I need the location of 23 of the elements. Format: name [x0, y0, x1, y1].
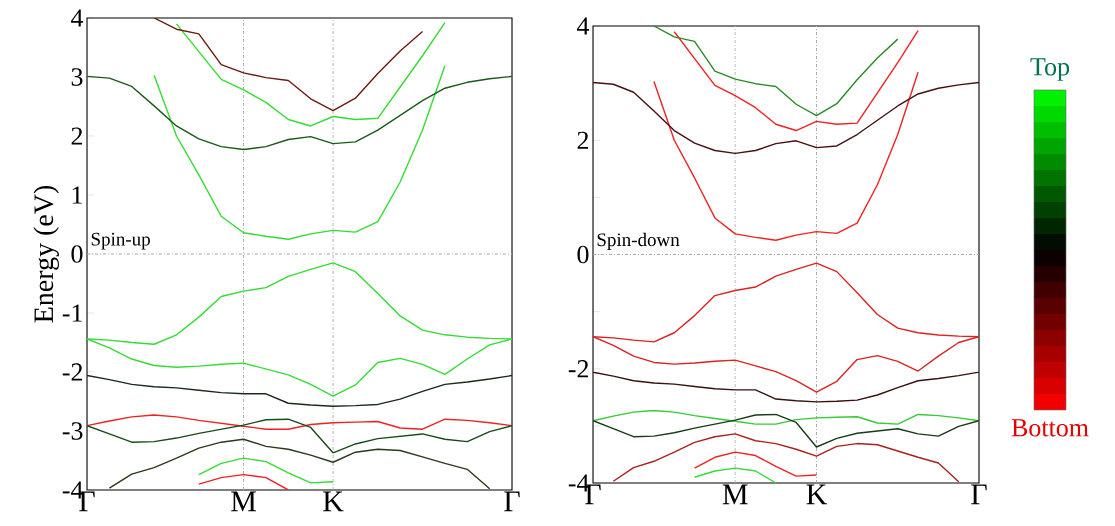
y-tick-label: 0 — [577, 245, 589, 264]
y-axis-title: Energy (eV) — [33, 185, 59, 323]
y-tick-label: -2 — [62, 363, 83, 381]
y-tick-label: 1 — [72, 186, 82, 204]
y-tick-label: 3 — [71, 68, 83, 86]
y-tick-label: 0 — [71, 245, 83, 263]
x-tick-label: Γ — [971, 484, 987, 505]
x-tick-label: M — [231, 491, 257, 512]
y-tick-label: 2 — [71, 127, 83, 145]
y-tick-label: -3 — [62, 422, 83, 440]
y-tick-label: 2 — [577, 131, 589, 149]
x-tick-label: K — [323, 491, 344, 512]
x-tick-label: M — [722, 484, 748, 505]
y-tick-label: -1 — [62, 304, 82, 322]
x-tick-label: K — [806, 484, 828, 505]
annotation: Spin-down — [597, 232, 680, 250]
y-tick-label: 4 — [70, 9, 84, 27]
text: Top — [1030, 58, 1070, 81]
x-tick-label: Γ — [504, 491, 520, 512]
y-tick-label: 4 — [576, 17, 590, 35]
text: Bottom — [1011, 419, 1089, 437]
annotation: Spin-up — [91, 232, 150, 250]
y-tick-label: -2 — [568, 360, 589, 378]
